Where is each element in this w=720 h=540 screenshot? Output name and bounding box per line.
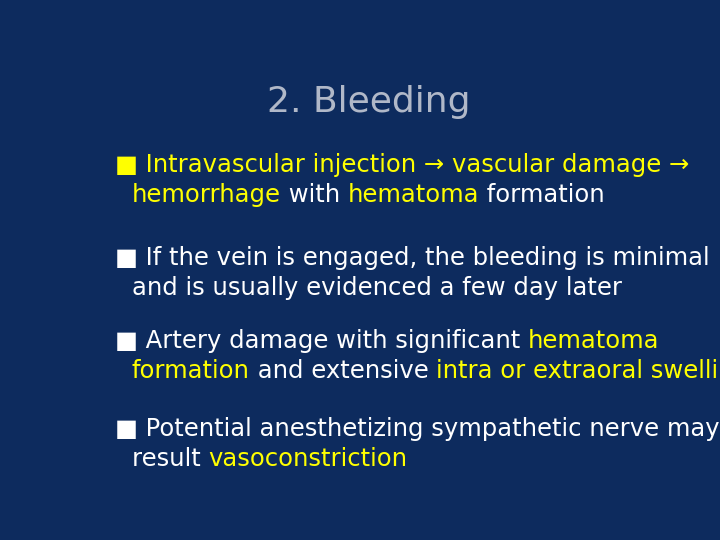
Text: hematoma: hematoma <box>348 183 480 206</box>
Text: ■ Intravascular injection → vascular damage →: ■ Intravascular injection → vascular dam… <box>115 153 690 177</box>
Text: with: with <box>281 183 348 206</box>
Text: hematoma: hematoma <box>528 329 660 353</box>
Text: ■ If the vein is engaged, the bleeding is minimal: ■ If the vein is engaged, the bleeding i… <box>115 246 710 270</box>
Text: formation: formation <box>132 359 250 383</box>
Text: and extensive: and extensive <box>250 359 436 383</box>
Text: ■ Potential anesthetizing sympathetic nerve may: ■ Potential anesthetizing sympathetic ne… <box>115 417 720 441</box>
Text: 2. Bleeding: 2. Bleeding <box>267 85 471 119</box>
Text: and is usually evidenced a few day later: and is usually evidenced a few day later <box>132 276 622 300</box>
Text: intra or extraoral swelling: intra or extraoral swelling <box>436 359 720 383</box>
Text: vasoconstriction: vasoconstriction <box>208 447 408 470</box>
Text: formation: formation <box>480 183 605 206</box>
Text: ■ Artery damage with significant: ■ Artery damage with significant <box>115 329 528 353</box>
Text: result: result <box>132 447 208 470</box>
Text: hemorrhage: hemorrhage <box>132 183 281 206</box>
